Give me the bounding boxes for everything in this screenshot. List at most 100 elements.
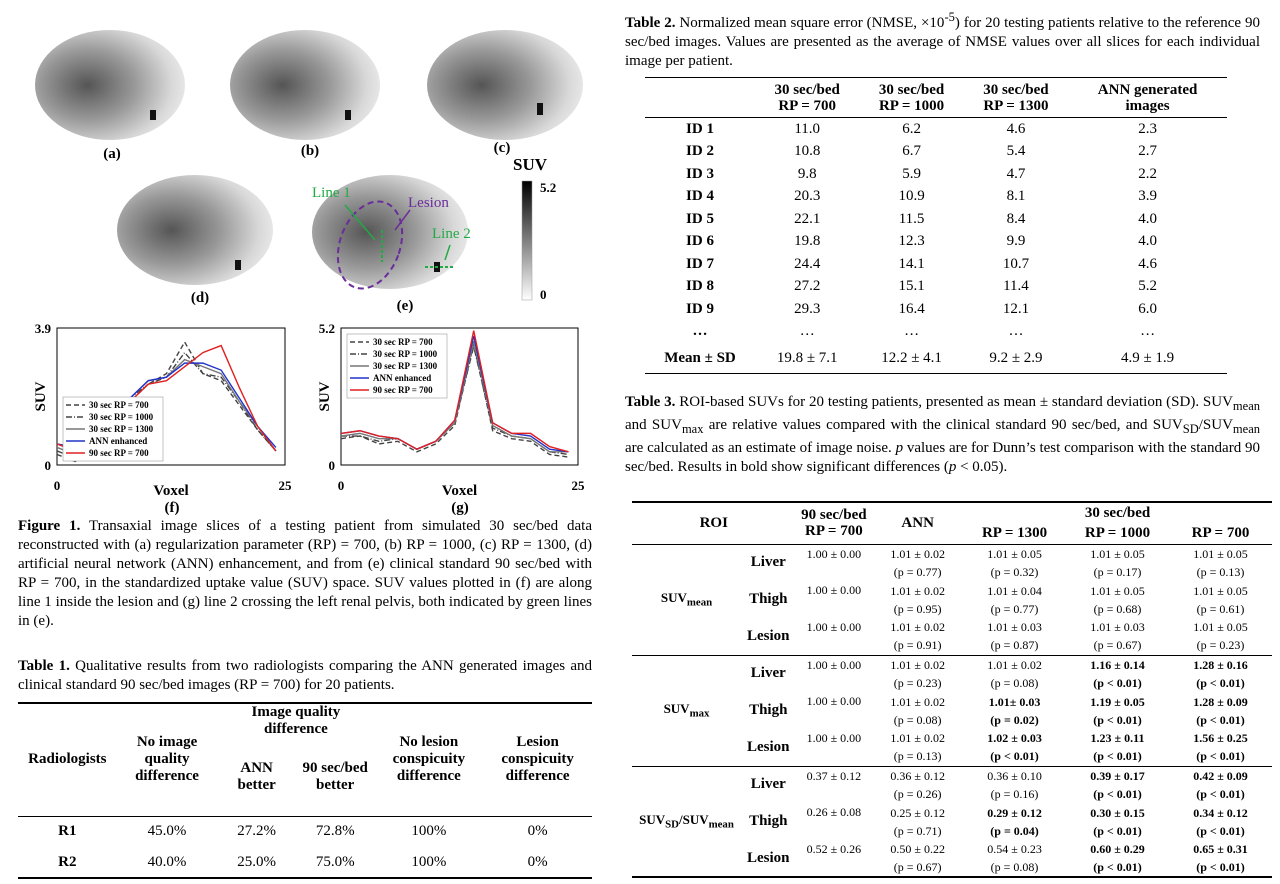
header-cell: RP = 1300 xyxy=(981,524,1048,541)
table: 30 sec/bed RP = 700 30 sec/bed RP = 1000 30 … xyxy=(645,77,1227,374)
table-cell: 9.8 xyxy=(797,165,817,182)
table-cell: … xyxy=(1008,323,1024,340)
cell-value: 1.01 ± 0.04 xyxy=(987,583,1042,598)
colorbar-title: SUV xyxy=(513,155,548,174)
table-cell: 16.4 xyxy=(898,300,925,317)
table-cell: 1.00 ± 0.00 xyxy=(806,620,862,634)
cell-value: 1.01 ± 0.05 xyxy=(987,546,1042,561)
table-cell: 1.01 ± 0.03 (p = 0.67) xyxy=(1066,618,1169,655)
table-cell: 0.52 ± 0.26 xyxy=(806,842,862,856)
text-run: Table 1. xyxy=(18,658,70,674)
table-cell: 5.2 xyxy=(1138,278,1157,295)
cell-value: 0.34 ± 0.12 xyxy=(1193,805,1248,820)
header-line: 30 sec/bed xyxy=(774,81,840,98)
table-cell: 1.00 ± 0.00 xyxy=(806,583,862,597)
table-cell: 1.56 ± 0.25 (p < 0.01) xyxy=(1169,729,1272,766)
table-row: ID 6 19.8 12.3 9.9 4.0 xyxy=(645,231,1227,254)
y-tick-label: 0 xyxy=(45,458,52,473)
panel-label: (d) xyxy=(191,290,209,306)
table-cell: 19.8 xyxy=(794,233,821,250)
header-cell: Lesion conspicuity difference xyxy=(501,734,574,785)
table-cell: 0.39 ± 0.17 (p < 0.01) xyxy=(1066,766,1169,803)
cell-p: (p < 0.01) xyxy=(1093,675,1142,690)
cell-p: (p < 0.01) xyxy=(1196,675,1245,690)
text-run: SUV xyxy=(660,590,687,606)
table-cell: … xyxy=(692,323,708,340)
legend-label: 30 sec RP = 700 xyxy=(89,400,149,410)
figure: (a) (b) (c) (d) (e) (f) (g) SUV 5.2 0 Li… xyxy=(33,30,585,515)
cell-p: (p = 0.68) xyxy=(1093,601,1142,616)
table-row: R2 40.0% 25.0% 75.0% 100% 0% xyxy=(18,847,592,878)
table-cell: 1.01 ± 0.02 (p = 0.23) xyxy=(872,655,963,692)
text-run: mean xyxy=(708,818,734,831)
table-cell: 11.4 xyxy=(1003,278,1029,295)
text-run: and SUV xyxy=(625,417,682,433)
table-cell: … xyxy=(1140,323,1156,340)
table-cell: 27.2 xyxy=(794,278,821,295)
table-cell: 6.7 xyxy=(902,143,921,160)
cell-p: (p < 0.01) xyxy=(1093,749,1142,764)
table-cell: 4.7 xyxy=(1006,165,1026,182)
annotation: Line 2 xyxy=(432,226,471,242)
cell-p: (p = 0.13) xyxy=(1196,564,1245,579)
header-line: 30 sec/bed xyxy=(983,81,1049,98)
text-run: ROI-based SUVs for 20 testing patients, … xyxy=(675,394,1233,410)
cell-p: (p = 0.26) xyxy=(893,786,942,801)
panel-label: (a) xyxy=(103,146,121,162)
legend-label: 90 sec RP = 700 xyxy=(89,448,149,458)
table-cell: 3.9 xyxy=(1138,188,1157,205)
text-run: mean xyxy=(1232,399,1260,413)
table-cell: 4.0 xyxy=(1138,233,1157,250)
roi-label: Lesion xyxy=(747,627,790,644)
table-cell: 9.9 xyxy=(1006,233,1026,250)
table-cell: 4.9 ± 1.9 xyxy=(1120,349,1175,366)
x-tick-label: 0 xyxy=(338,478,345,493)
table-cell: 27.2% xyxy=(237,823,277,840)
plot-frame xyxy=(56,327,286,466)
cell-p: (p < 0.01) xyxy=(1093,712,1142,727)
table-row: R1 45.0% 27.2% 72.8% 100% 0% xyxy=(18,816,592,847)
table-row: Lesion 0.52 ± 0.26 0.50 ± 0.22 (p = 0.67) 0.… xyxy=(632,840,1272,877)
cell-value: 1.01 ± 0.05 xyxy=(1193,583,1248,598)
legend-label: 30 sec RP = 700 xyxy=(373,337,433,347)
table-cell: 12.1 xyxy=(1002,300,1030,317)
cell-value: 0.29 ± 0.12 xyxy=(987,805,1042,820)
roi-label: Liver xyxy=(750,665,786,682)
header-line: RP = 700 xyxy=(805,523,863,540)
text-run: ) for 20 testing patients relative to th… xyxy=(625,15,1260,69)
cell-p: (p < 0.01) xyxy=(1196,786,1245,801)
table-cell: R1 xyxy=(58,823,77,840)
text-run: Normalized mean square error (NMSE, ×10 xyxy=(675,15,945,31)
cell-p: (p < 0.01) xyxy=(1196,860,1245,874)
table-row: SUVSD/SUVmean Liver 0.37 ± 0.12 0.36 ± 0.12… xyxy=(632,766,1272,831)
table-cell: Mean ± SD xyxy=(664,349,736,366)
cell-p: (p < 0.01) xyxy=(1196,749,1245,764)
roi-label: Thigh xyxy=(749,591,788,607)
table-cell: 1.01 ± 0.02 (p = 0.77) xyxy=(872,544,963,581)
table-cell: ID 3 xyxy=(686,165,714,182)
cell-p: (p < 0.01) xyxy=(1093,860,1142,874)
header-cell: 30 sec/bed RP = 1000 xyxy=(859,78,963,118)
cell-value: 0.36 ± 0.10 xyxy=(987,768,1042,783)
table-row: Thigh 1.00 ± 0.00 1.01 ± 0.02 (p = 0.95) 1.0… xyxy=(632,581,1272,618)
cell-value: 1.01 ± 0.03 xyxy=(1090,620,1145,635)
roi-label: Thigh xyxy=(749,813,788,829)
text-run: < 0.05). xyxy=(956,459,1008,475)
table: Radiologists No image quality difference… xyxy=(18,702,592,879)
cell-p: (p = 0.67) xyxy=(893,860,942,874)
cell-p: (p = 0.23) xyxy=(1196,638,1245,653)
cell-p: (p < 0.01) xyxy=(990,749,1039,764)
table-cell: 9.2 ± 2.9 xyxy=(989,349,1043,366)
table-cell: 1.01± 0.03 (p = 0.02) xyxy=(963,692,1066,729)
table-cell: 8.1 xyxy=(1006,188,1026,205)
header-cell: RP = 1000 xyxy=(1084,524,1151,541)
cell-p: (p = 0.91) xyxy=(893,638,942,653)
table-cell: 15.1 xyxy=(898,278,925,295)
table-cell: 100% xyxy=(411,823,447,840)
table-cell: 19.8 ± 7.1 xyxy=(776,349,838,366)
cell-p: (p = 0.17) xyxy=(1093,564,1142,579)
text-run: are calculated as an estimate of image n… xyxy=(625,440,896,456)
text-run: mean xyxy=(1232,422,1260,436)
table-cell: 1.01 ± 0.02 (p = 0.91) xyxy=(872,618,963,655)
table-cell: ID 7 xyxy=(686,255,714,272)
